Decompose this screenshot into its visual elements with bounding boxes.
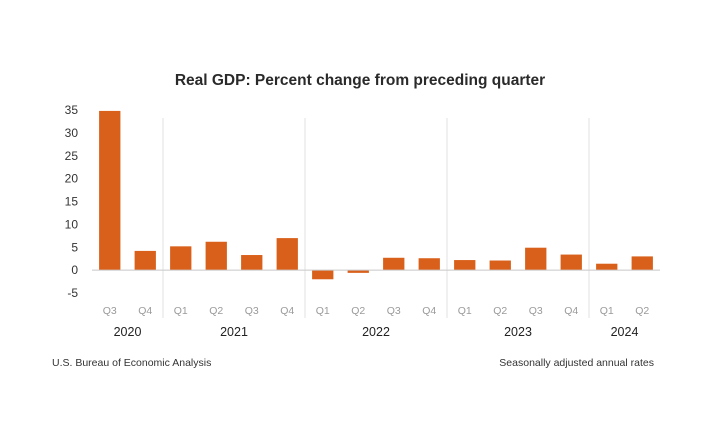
y-tick-label: 0 xyxy=(71,263,78,277)
y-tick-label: -5 xyxy=(67,286,78,300)
y-tick-label: 30 xyxy=(65,126,79,140)
x-tick-label: Q4 xyxy=(280,305,294,317)
x-tick-label: Q3 xyxy=(103,305,117,317)
bar xyxy=(312,270,334,280)
bar xyxy=(347,270,369,273)
y-tick-label: 10 xyxy=(65,217,79,231)
bar xyxy=(241,255,263,271)
x-tick-label: Q3 xyxy=(529,305,543,317)
x-tick-label: Q2 xyxy=(635,305,649,317)
bar xyxy=(205,241,227,271)
x-tick-label: Q1 xyxy=(174,305,188,317)
bar xyxy=(454,260,476,271)
x-tick-label: Q3 xyxy=(245,305,259,317)
year-label: 2024 xyxy=(611,325,639,339)
bar xyxy=(596,263,618,271)
x-tick-label: Q2 xyxy=(493,305,507,317)
x-tick-label: Q4 xyxy=(422,305,436,317)
bar xyxy=(418,258,440,271)
rates-note: Seasonally adjusted annual rates xyxy=(499,357,654,369)
year-label: 2023 xyxy=(504,325,532,339)
x-tick-label: Q3 xyxy=(387,305,401,317)
bar xyxy=(489,260,511,271)
y-tick-label: 5 xyxy=(71,240,78,254)
x-tick-label: Q2 xyxy=(209,305,223,317)
x-tick-label: Q2 xyxy=(351,305,365,317)
bar xyxy=(276,238,298,271)
bar xyxy=(134,250,156,271)
y-tick-label: 15 xyxy=(65,195,79,209)
bar xyxy=(525,247,547,271)
x-tick-label: Q1 xyxy=(458,305,472,317)
y-tick-label: 25 xyxy=(65,149,79,163)
chart-title: Real GDP: Percent change from preceding … xyxy=(174,72,546,89)
bar xyxy=(170,246,192,271)
x-tick-label: Q4 xyxy=(564,305,578,317)
bar xyxy=(560,254,582,271)
source-note: U.S. Bureau of Economic Analysis xyxy=(52,357,212,369)
x-tick-label: Q1 xyxy=(316,305,330,317)
bar xyxy=(99,110,121,271)
y-tick-label: 35 xyxy=(65,103,79,117)
bar xyxy=(631,256,653,271)
year-label: 2021 xyxy=(220,325,248,339)
year-label: 2020 xyxy=(114,325,142,339)
y-tick-label: 20 xyxy=(65,172,79,186)
year-label: 2022 xyxy=(362,325,390,339)
bar xyxy=(383,257,405,271)
x-tick-label: Q4 xyxy=(138,305,152,317)
x-tick-label: Q1 xyxy=(600,305,614,317)
